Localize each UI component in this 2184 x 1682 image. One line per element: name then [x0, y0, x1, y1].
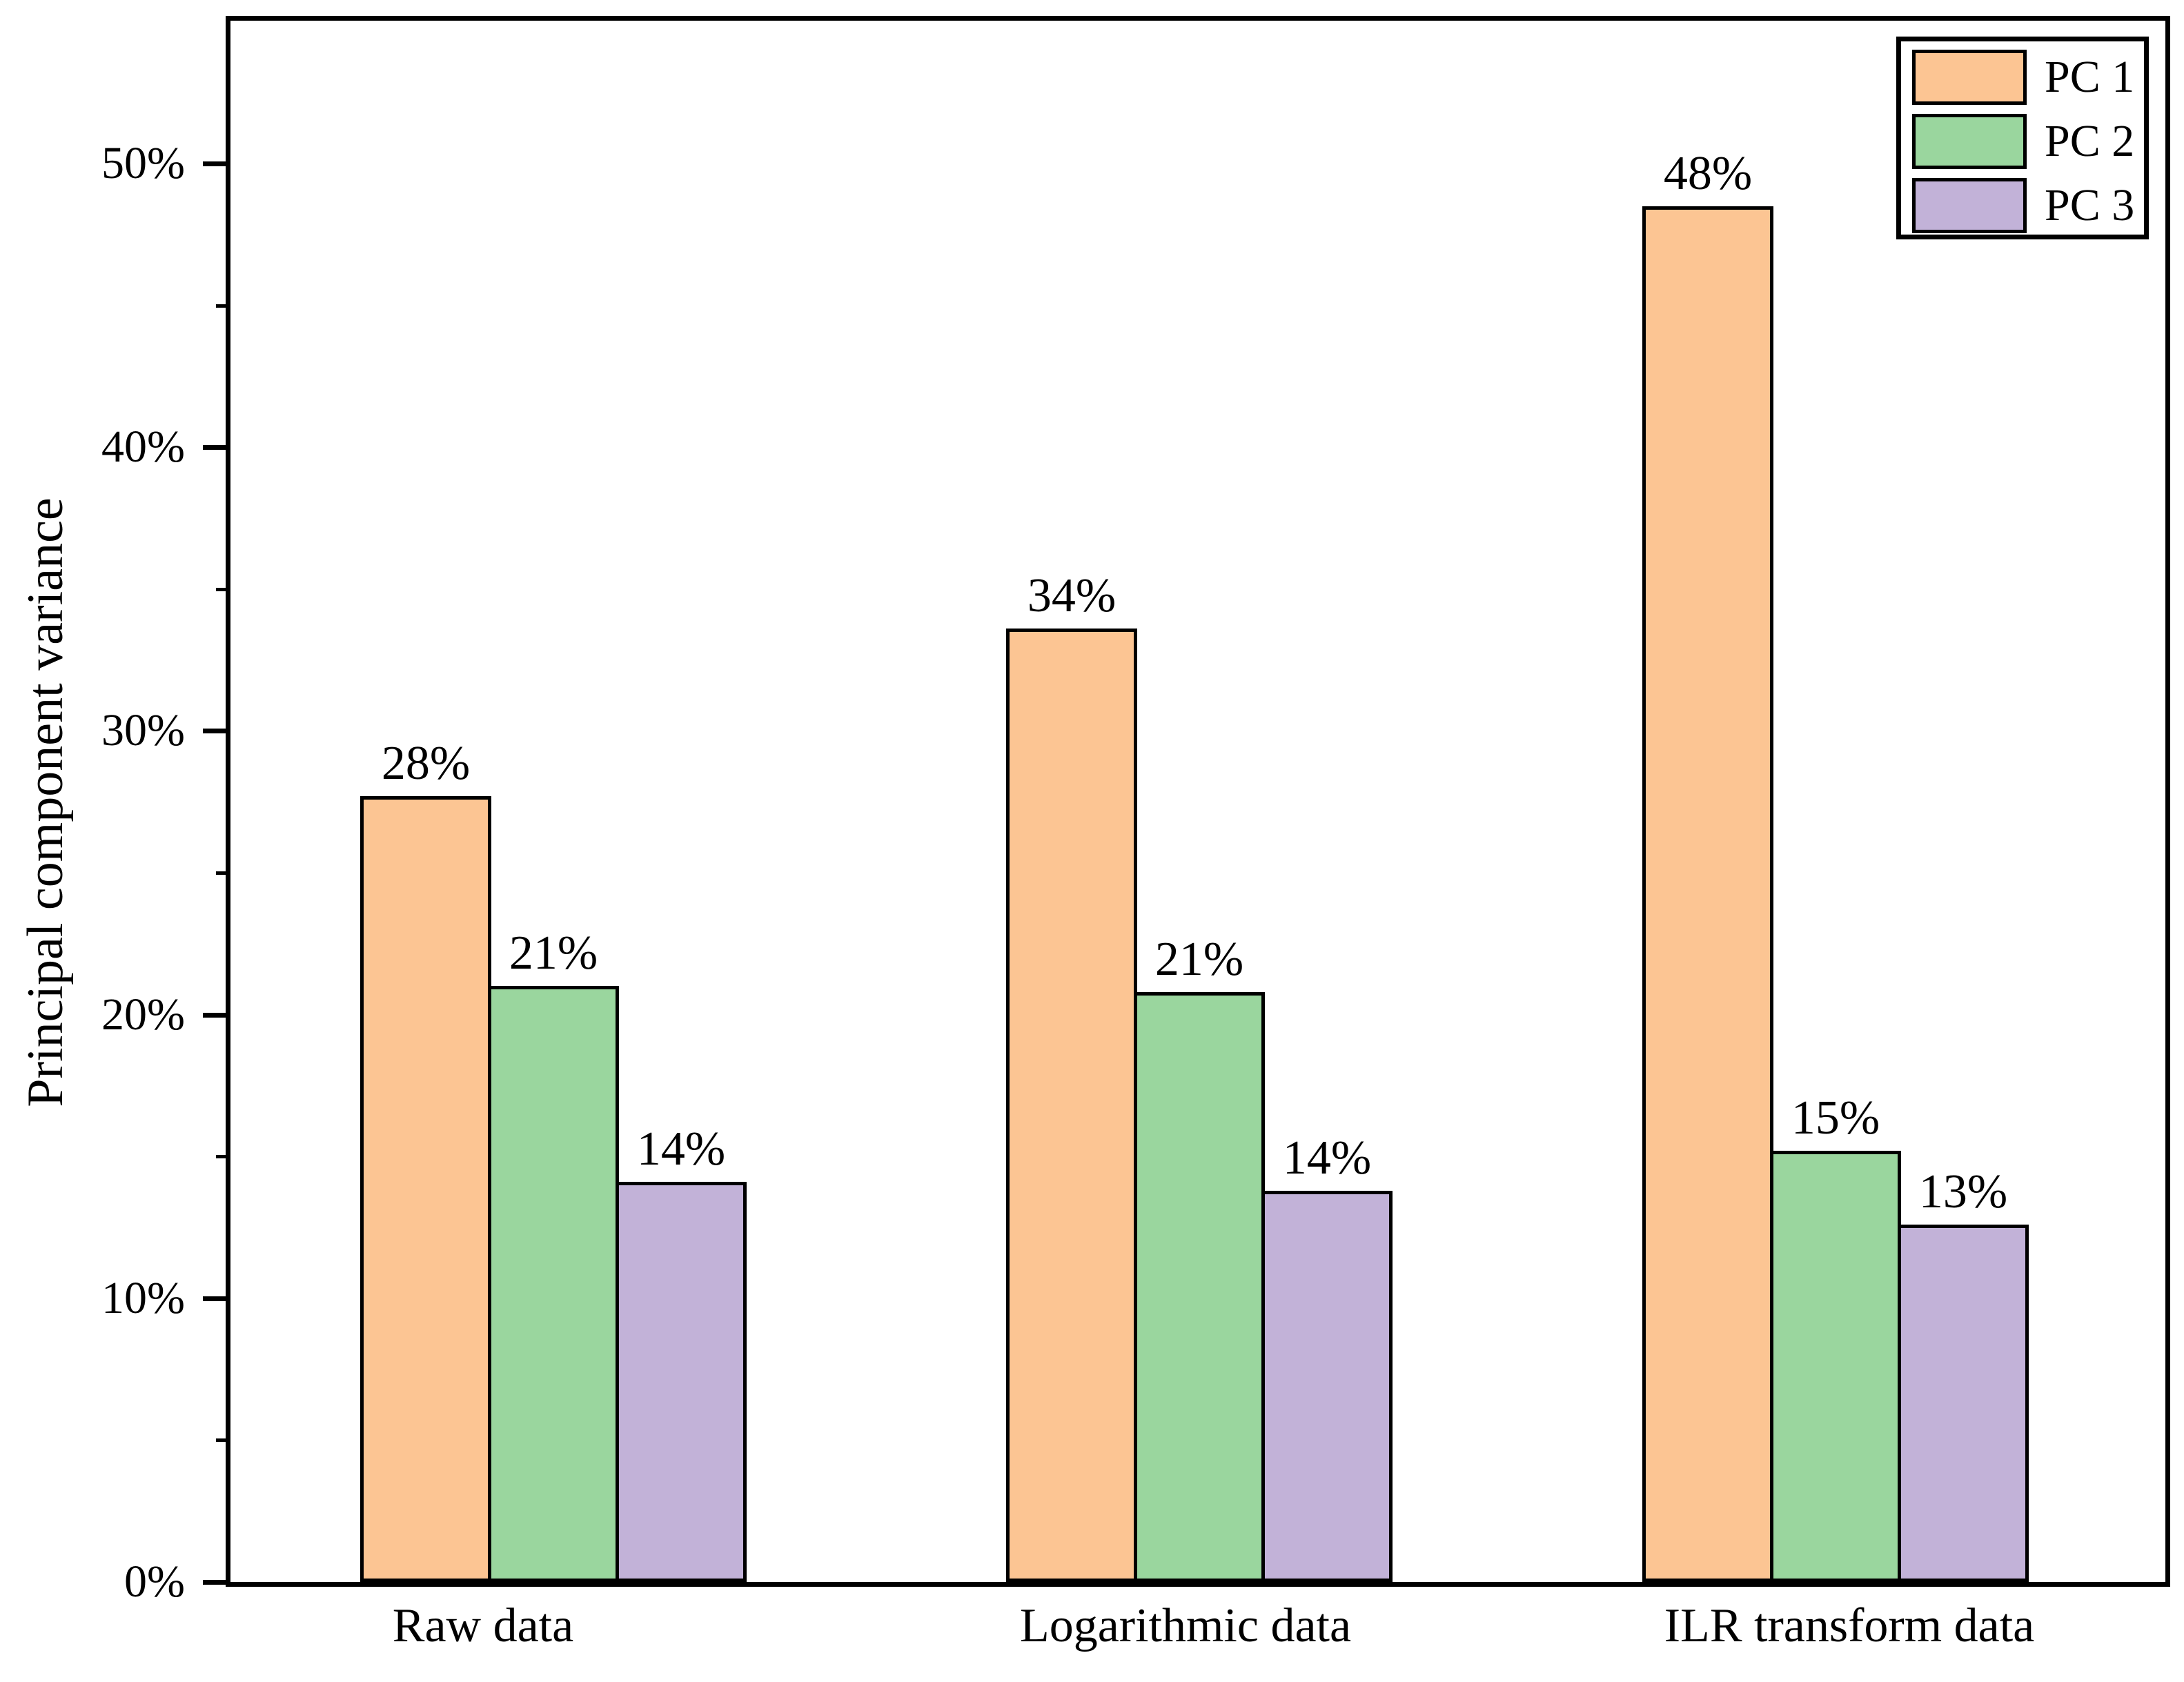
y-axis-major-tick [203, 1296, 230, 1301]
bar-pc-2-raw-data [488, 986, 619, 1582]
bar-pc-3-logarithmic-data [1261, 1191, 1393, 1582]
legend: PC 1 PC 2 PC 3 [1896, 37, 2149, 239]
y-axis-minor-tick [216, 1438, 230, 1443]
bar-pc-1-raw-data [360, 796, 491, 1582]
bar-value-label-pc-1-logarithmic-data: 34% [1027, 569, 1116, 622]
legend-label-pc-3: PC 3 [2045, 180, 2135, 230]
y-axis-tick-label: 30% [101, 705, 185, 756]
legend-swatch-pc-3 [1912, 178, 2027, 233]
x-axis-category-label-ilr-transform-data: ILR transform data [1664, 1599, 2035, 1652]
bar-pc-3-raw-data [616, 1182, 747, 1582]
legend-swatch-pc-2 [1912, 114, 2027, 169]
bar-value-label-pc-3-ilr-transform-data: 13% [1918, 1165, 2008, 1218]
legend-entry-pc-2: PC 2 [1912, 114, 2144, 169]
y-axis-major-tick [203, 729, 230, 734]
y-axis-major-tick [203, 161, 230, 166]
y-axis-major-tick [203, 445, 230, 451]
y-axis-minor-tick [216, 1155, 230, 1159]
bar-value-label-pc-2-raw-data: 21% [509, 927, 598, 980]
y-axis-tick-label: 40% [101, 422, 185, 473]
legend-entry-pc-1: PC 1 [1912, 50, 2144, 105]
legend-entry-pc-3: PC 3 [1912, 178, 2144, 233]
legend-label-pc-1: PC 1 [2045, 52, 2135, 102]
x-axis-category-label-raw-data: Raw data [392, 1599, 574, 1652]
plot-area [226, 16, 2170, 1587]
y-axis-tick-label: 20% [101, 989, 185, 1040]
bar-pc-1-ilr-transform-data [1642, 206, 1773, 1582]
bar-value-label-pc-3-logarithmic-data: 14% [1282, 1131, 1372, 1185]
legend-rows: PC 1 PC 2 PC 3 [1912, 50, 2144, 233]
x-axis-category-label-logarithmic-data: Logarithmic data [1019, 1599, 1352, 1652]
y-axis-minor-tick [216, 871, 230, 875]
bar-pc-2-ilr-transform-data [1770, 1151, 1901, 1582]
y-axis-tick-label: 10% [101, 1272, 185, 1323]
bar-pc-1-logarithmic-data [1006, 629, 1137, 1582]
y-axis-minor-tick [216, 587, 230, 591]
y-axis-major-tick [203, 1580, 230, 1585]
y-axis-major-tick [203, 1012, 230, 1018]
y-axis-tick-label: 0% [124, 1556, 185, 1607]
legend-swatch-pc-1 [1912, 50, 2027, 105]
bar-pc-3-ilr-transform-data [1898, 1225, 2029, 1582]
bar-value-label-pc-3-raw-data: 14% [636, 1122, 726, 1176]
bar-value-label-pc-2-ilr-transform-data: 15% [1791, 1091, 1880, 1145]
y-axis-tick-label: 50% [101, 138, 185, 188]
bar-value-label-pc-1-ilr-transform-data: 48% [1663, 147, 1753, 200]
bar-value-label-pc-1-raw-data: 28% [381, 737, 471, 790]
bar-value-label-pc-2-logarithmic-data: 21% [1154, 933, 1244, 986]
y-axis-minor-tick [216, 304, 230, 308]
legend-label-pc-2: PC 2 [2045, 116, 2135, 166]
bar-pc-2-logarithmic-data [1134, 992, 1265, 1582]
